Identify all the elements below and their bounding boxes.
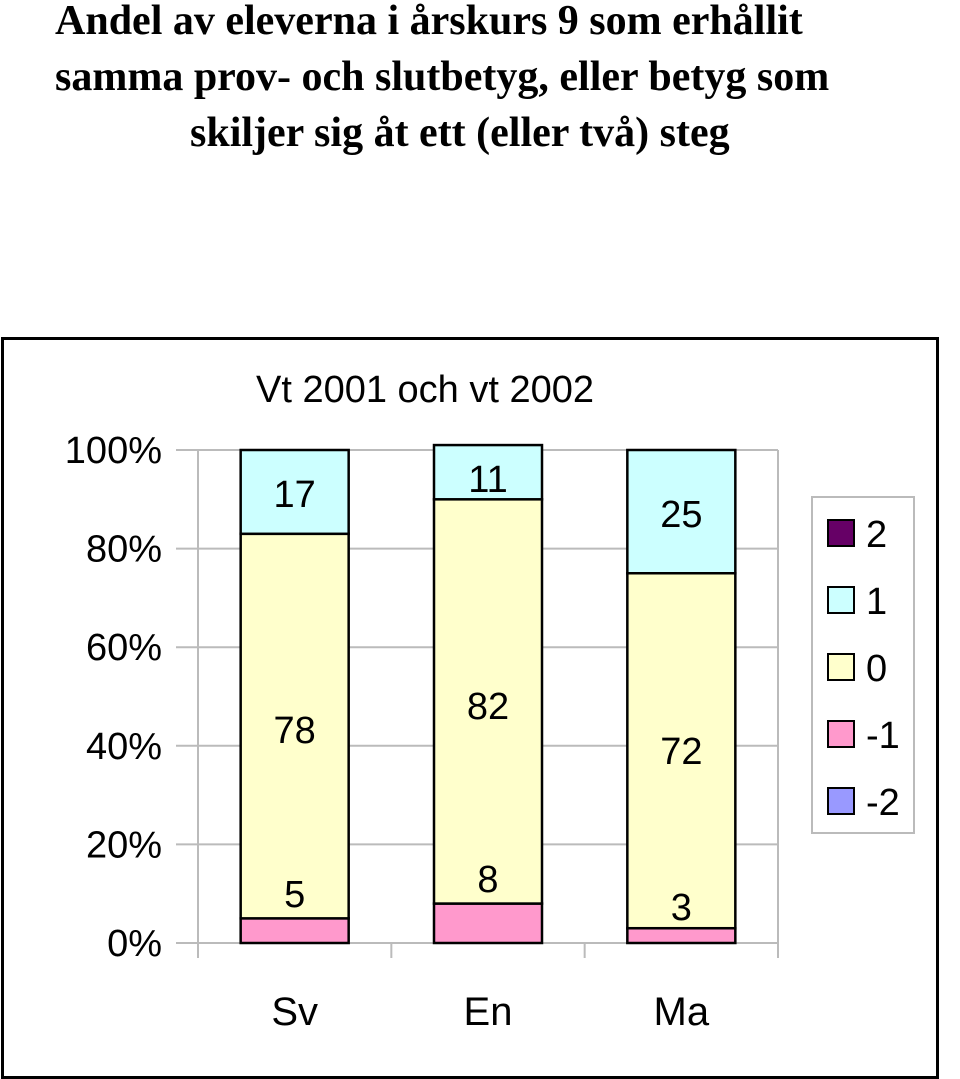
data-label: 5 [284,874,305,916]
title-line-3: skiljer sig åt ett (eller två) steg [190,110,730,156]
title-line-1: Andel av eleverna i årskurs 9 som erhåll… [55,0,803,44]
bar-segment-Ma-1 [626,448,737,575]
x-category-label: Sv [271,990,318,1034]
bar-segment-Sv--1 [239,917,350,945]
legend-label: 1 [866,581,887,623]
legend-label: -1 [866,715,900,757]
y-tick-label: 20% [86,824,162,866]
y-tick-label: 40% [86,726,162,768]
data-label: 25 [660,494,702,536]
data-label: 8 [477,859,498,901]
x-category-label: En [464,990,513,1034]
data-label: 17 [274,474,316,516]
x-category-label: Ma [654,990,710,1034]
legend-label: 2 [866,514,887,556]
legend-swatch-1 [827,586,855,614]
bar-segment-Sv-1 [239,448,350,536]
bar-segment-En--1 [432,902,544,945]
y-tick-label: 80% [86,529,162,571]
data-label: 11 [468,459,507,501]
bar-segment-Ma--1 [626,926,737,945]
bar-segment-Ma-0 [626,572,737,930]
chart-title: Vt 2001 och vt 2002 [256,369,594,411]
legend-swatch--1 [827,720,855,748]
bar-segment-En-1 [432,443,544,501]
legend-swatch--2 [827,787,855,815]
data-label: 72 [660,731,702,773]
title-line-2: samma prov- och slutbetyg, eller betyg s… [55,54,830,100]
legend-swatch-2 [827,519,855,547]
y-tick-label: 0% [107,923,162,965]
y-tick-label: 100% [65,430,162,472]
legend-swatch-0 [827,653,855,681]
data-label: 82 [467,686,509,728]
data-label: 3 [671,887,692,929]
data-label: 78 [274,710,316,752]
legend-label: 0 [866,648,887,690]
y-tick-label: 60% [86,627,162,669]
bar-segment-Sv-0 [239,532,350,920]
legend-label: -2 [866,782,900,824]
